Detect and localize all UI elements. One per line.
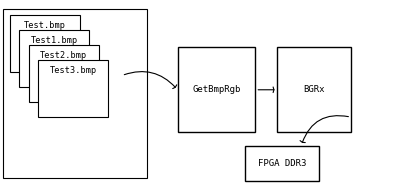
Bar — [178, 47, 255, 132]
Bar — [29, 45, 99, 102]
Text: Test.bmp: Test.bmp — [24, 21, 66, 30]
Bar — [38, 60, 108, 117]
Text: BGRx: BGRx — [304, 85, 325, 94]
Bar — [245, 146, 319, 181]
Bar — [3, 9, 147, 178]
Text: Test3.bmp: Test3.bmp — [49, 66, 97, 75]
Bar — [19, 30, 89, 87]
Bar — [277, 47, 351, 132]
Text: FPGA DDR3: FPGA DDR3 — [258, 159, 306, 168]
Bar — [10, 15, 80, 72]
Text: Test2.bmp: Test2.bmp — [40, 51, 87, 60]
Text: GetBmpRgb: GetBmpRgb — [192, 85, 241, 94]
Text: Test1.bmp: Test1.bmp — [30, 36, 78, 45]
